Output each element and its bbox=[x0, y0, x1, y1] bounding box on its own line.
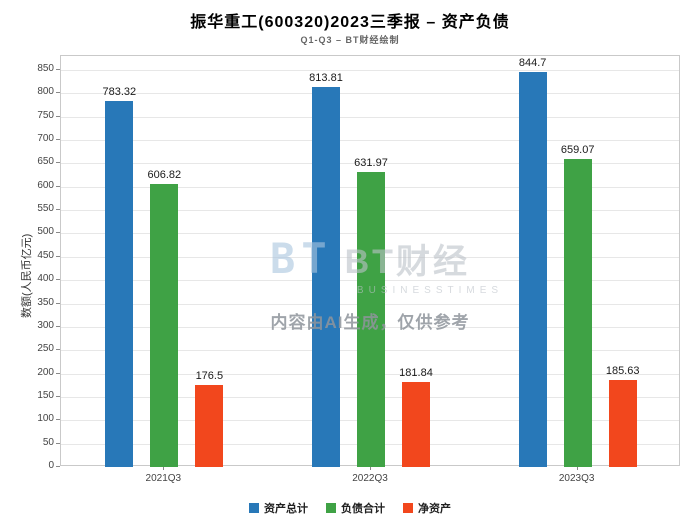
x-tick-mark bbox=[576, 466, 578, 470]
y-tick-label: 0 bbox=[48, 460, 54, 471]
y-tick-label: 200 bbox=[37, 366, 54, 378]
bar-资产总计-2023Q3 bbox=[518, 72, 547, 467]
gridline bbox=[61, 140, 679, 142]
bar-负债合计-2023Q3 bbox=[563, 159, 592, 467]
y-tick-mark bbox=[56, 395, 60, 397]
x-tick-mark bbox=[370, 466, 371, 470]
y-tick-mark bbox=[56, 302, 60, 304]
plot-area: BT BT财经 BUSINESSTIMES 内容由AI生成，仅供参考 783.3… bbox=[60, 55, 680, 467]
chart-subtitle: Q1-Q3 – BT财经绘制 bbox=[300, 35, 400, 45]
bar-资产总计-2022Q3 bbox=[312, 86, 340, 467]
bar-value-label: 813.81 bbox=[309, 71, 343, 84]
y-tick-mark bbox=[56, 279, 60, 281]
legend: 资产总计 负债合计 净资产 bbox=[0, 500, 700, 516]
gridline bbox=[61, 70, 679, 71]
gridline bbox=[61, 116, 679, 118]
y-tick-label: 100 bbox=[37, 413, 54, 425]
y-tick-label: 250 bbox=[37, 343, 54, 355]
y-tick-label: 50 bbox=[42, 436, 54, 448]
bar-value-label: 783.32 bbox=[102, 86, 137, 99]
bar-负债合计-2022Q3 bbox=[357, 171, 385, 467]
y-tick-mark bbox=[56, 372, 60, 374]
legend-label: 净资产 bbox=[418, 503, 451, 515]
y-tick-label: 150 bbox=[37, 389, 54, 401]
bar-净资产-2021Q3 bbox=[195, 384, 224, 467]
y-tick-label: 300 bbox=[37, 319, 54, 331]
legend-swatch bbox=[326, 503, 336, 513]
y-tick-mark bbox=[56, 139, 60, 141]
y-tick-label: 700 bbox=[37, 133, 54, 145]
bar-value-label: 606.82 bbox=[147, 168, 182, 181]
x-tick-label: 2022Q3 bbox=[352, 473, 388, 484]
bar-资产总计-2021Q3 bbox=[105, 101, 134, 467]
y-tick-mark bbox=[56, 325, 60, 327]
y-tick-mark bbox=[56, 466, 60, 467]
bar-净资产-2022Q3 bbox=[402, 382, 430, 467]
legend-item-负债合计: 负债合计 bbox=[326, 500, 385, 516]
x-tick-mark bbox=[163, 466, 165, 470]
y-tick-mark bbox=[56, 419, 60, 421]
bar-value-label: 185.63 bbox=[605, 365, 640, 378]
y-tick-mark bbox=[56, 115, 60, 117]
legend-swatch bbox=[249, 503, 259, 513]
chart-title: 振华重工(600320)2023三季报 – 资产负债 bbox=[190, 14, 510, 31]
bar-value-label: 631.97 bbox=[354, 156, 388, 169]
y-tick-label: 400 bbox=[37, 273, 54, 285]
legend-item-净资产: 净资产 bbox=[403, 500, 451, 516]
gridline bbox=[61, 93, 679, 95]
y-tick-mark bbox=[56, 92, 60, 94]
x-tick-label: 2023Q3 bbox=[558, 473, 595, 484]
bar-value-label: 659.07 bbox=[560, 144, 595, 157]
y-tick-label: 350 bbox=[37, 296, 54, 308]
y-tick-label: 500 bbox=[37, 226, 54, 238]
y-tick-label: 450 bbox=[37, 249, 54, 261]
y-tick-mark bbox=[56, 442, 60, 444]
legend-label: 负债合计 bbox=[341, 503, 385, 515]
y-tick-label: 650 bbox=[37, 156, 54, 168]
y-tick-label: 600 bbox=[37, 179, 54, 191]
y-tick-mark bbox=[56, 185, 60, 187]
y-tick-label: 850 bbox=[37, 63, 54, 74]
legend-item-资产总计: 资产总计 bbox=[249, 500, 308, 516]
y-tick-mark bbox=[56, 162, 60, 164]
bar-负债合计-2021Q3 bbox=[150, 183, 179, 467]
y-tick-mark bbox=[56, 255, 60, 257]
bar-净资产-2023Q3 bbox=[608, 380, 637, 467]
bar-value-label: 844.7 bbox=[518, 57, 547, 70]
y-tick-label: 800 bbox=[37, 86, 54, 98]
y-tick-mark bbox=[56, 209, 60, 211]
y-tick-mark bbox=[56, 232, 60, 234]
bar-value-label: 181.84 bbox=[399, 367, 433, 380]
bar-value-label: 176.5 bbox=[195, 369, 224, 382]
y-tick-mark bbox=[56, 69, 60, 70]
y-tick-mark bbox=[56, 349, 60, 351]
x-tick-label: 2021Q3 bbox=[145, 473, 182, 484]
y-tick-label: 750 bbox=[37, 109, 54, 121]
gridline bbox=[61, 163, 679, 165]
legend-swatch bbox=[403, 503, 413, 513]
y-tick-label: 550 bbox=[37, 203, 54, 215]
legend-label: 资产总计 bbox=[264, 503, 308, 515]
